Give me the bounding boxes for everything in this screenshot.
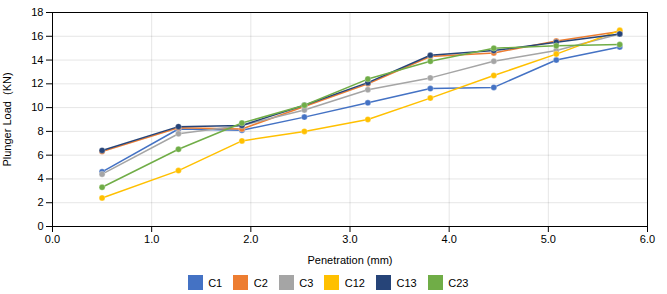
svg-text:3.0: 3.0 (342, 233, 357, 245)
svg-text:0.0: 0.0 (45, 233, 60, 245)
svg-text:6.0: 6.0 (640, 233, 655, 245)
svg-text:2: 2 (37, 196, 43, 208)
svg-text:5.0: 5.0 (541, 233, 556, 245)
svg-text:6: 6 (37, 149, 43, 161)
svg-text:1.0: 1.0 (144, 233, 159, 245)
svg-text:16: 16 (31, 30, 43, 42)
svg-text:0: 0 (37, 220, 43, 232)
svg-text:Plunger Load (KN): Plunger Load (KN) (1, 72, 13, 166)
html-text:C1: C1 (208, 276, 223, 289)
html-text:C13: C13 (396, 276, 417, 289)
svg-text:10: 10 (31, 101, 43, 113)
svg-text:4.0: 4.0 (442, 233, 457, 245)
svg-text:2.0: 2.0 (243, 233, 258, 245)
html-text:C3: C3 (299, 276, 314, 289)
svg-text:Penetration (mm): Penetration (mm) (308, 254, 393, 266)
html-text:C23: C23 (448, 276, 469, 289)
svg-text:12: 12 (31, 77, 43, 89)
html-text:C12: C12 (344, 276, 365, 289)
html-text:C2: C2 (253, 276, 268, 289)
svg-text:8: 8 (37, 125, 43, 137)
svg-text:14: 14 (31, 54, 43, 66)
svg-text:18: 18 (31, 6, 43, 18)
svg-text:4: 4 (37, 172, 43, 184)
